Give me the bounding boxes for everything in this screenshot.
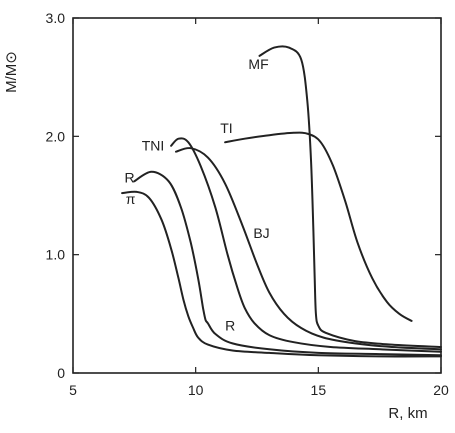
x-axis-label: R, km [388,405,427,422]
series-line-pi [121,190,442,358]
curve-label-bj: BJ [253,225,269,241]
tick-labels: 5 10 15 20 0 1.0 2.0 3.0 [46,10,449,398]
series-line-tni [170,137,442,353]
curve-label-ti: TI [220,120,232,136]
axis-ticks [72,17,442,374]
series-line-mf [258,45,442,348]
y-tick-label: 0 [57,365,65,381]
series-line-r [133,170,442,357]
series-line-bj [175,147,442,351]
curve-label-tni: TNI [142,138,165,154]
x-tick-label: 15 [311,382,327,398]
y-axis-label: M/M⊙ [3,51,20,93]
plot-border [72,17,442,374]
curves [121,45,442,358]
curve-label-r: R [225,317,235,333]
x-tick-label: 5 [69,382,77,398]
x-tick-label: 10 [188,382,204,398]
x-tick-label: 20 [433,382,449,398]
series-line-ti [224,131,413,322]
y-tick-label: 2.0 [46,128,66,144]
y-tick-label: 1.0 [46,247,66,263]
y-tick-label: 3.0 [46,10,66,26]
curve-label-r: R [125,169,135,185]
curve-label-pi: π [126,191,136,207]
plot-frame [72,17,442,374]
curve-label-mf: MF [248,56,268,72]
